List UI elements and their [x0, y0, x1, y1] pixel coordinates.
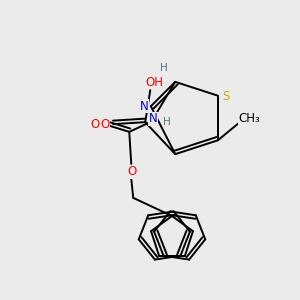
Text: O: O	[100, 118, 110, 130]
Text: O: O	[91, 118, 100, 131]
Text: S: S	[222, 90, 230, 103]
Text: O: O	[128, 165, 137, 178]
Text: H: H	[160, 63, 168, 73]
Text: H: H	[164, 117, 171, 127]
Text: N: N	[140, 100, 148, 113]
Text: N: N	[149, 112, 158, 125]
Text: OH: OH	[145, 76, 163, 88]
Text: CH₃: CH₃	[239, 112, 261, 125]
